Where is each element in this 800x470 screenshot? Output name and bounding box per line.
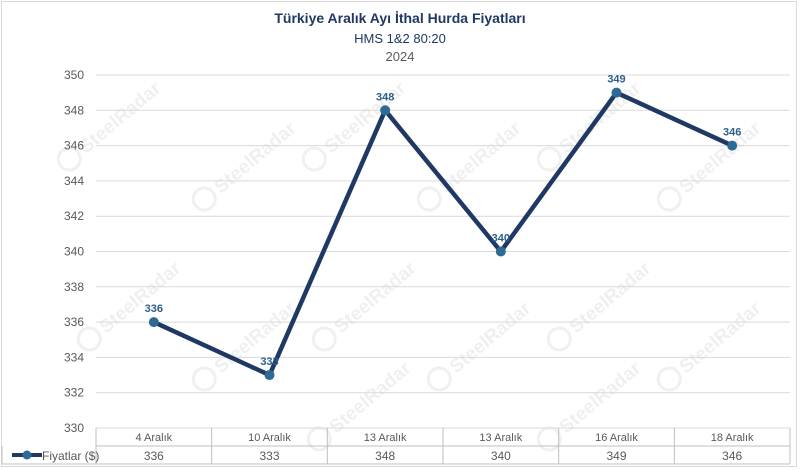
watermark: SteelRadar	[426, 298, 536, 392]
chart-year: 2024	[385, 49, 415, 64]
watermark-text: SteelRadar	[211, 118, 301, 198]
watermark-text: SteelRadar	[556, 358, 646, 438]
data-label: 348	[376, 91, 394, 103]
watermark-text: SteelRadar	[566, 258, 656, 338]
watermark-text: SteelRadar	[446, 298, 536, 378]
table-value-cell: 340	[491, 449, 511, 463]
y-tick-label: 332	[64, 386, 84, 400]
watermark: SteelRadar	[656, 118, 766, 212]
table-value-cell: 348	[375, 449, 395, 463]
watermark-logo	[536, 146, 562, 172]
x-category-label: 13 Aralık	[479, 432, 522, 444]
watermark-logo	[656, 186, 682, 212]
y-tick-label: 348	[64, 103, 84, 117]
y-tick-label: 344	[64, 174, 84, 188]
data-label: 340	[492, 233, 510, 245]
data-point-marker	[611, 87, 622, 98]
watermark-text: SteelRadar	[96, 258, 186, 338]
watermark: SteelRadar	[311, 258, 421, 352]
watermark-logo	[656, 366, 682, 392]
data-label: 346	[723, 127, 741, 139]
y-tick-label: 338	[64, 280, 84, 294]
y-tick-label: 340	[64, 245, 84, 259]
y-axis-ticks: 330 332 334 336 338 340 342 344 346 348 350	[64, 68, 84, 435]
data-table: 4 Aralık 10 Aralık 13 Aralık 13 Aralık 16 Ar…	[1, 428, 791, 465]
data-point-marker	[727, 140, 738, 151]
watermark-logo	[416, 186, 442, 212]
watermark: SteelRadar	[76, 258, 186, 352]
watermark-text: SteelRadar	[331, 258, 421, 338]
y-tick-label: 350	[64, 68, 84, 82]
watermark: SteelRadar	[546, 258, 656, 352]
data-point-marker	[380, 105, 391, 116]
watermark: SteelRadar	[56, 78, 166, 172]
watermark-logo	[301, 146, 327, 172]
table-value-cell: 349	[606, 449, 626, 463]
watermark-text: SteelRadar	[676, 298, 766, 378]
chart-title: Türkiye Aralık Ayı İthal Hurda Fiyatları	[274, 10, 526, 26]
watermark-logo	[426, 366, 452, 392]
watermark-logo	[56, 146, 82, 172]
data-point-marker	[264, 370, 275, 381]
watermark: SteelRadar	[191, 118, 301, 212]
legend-marker-icon	[22, 450, 32, 460]
data-label: 336	[145, 303, 163, 315]
table-value-cell: 333	[259, 449, 279, 463]
x-category-label: 10 Aralık	[248, 432, 291, 444]
watermark-logo	[311, 326, 337, 352]
y-tick-label: 346	[64, 139, 84, 153]
x-category-label: 13 Aralık	[364, 432, 407, 444]
watermark-logo	[546, 326, 572, 352]
watermark-logo	[191, 186, 217, 212]
watermark: SteelRadar	[656, 298, 766, 392]
y-tick-label: 336	[64, 315, 84, 329]
data-point-marker	[148, 317, 159, 328]
table-value-cell: 336	[144, 449, 164, 463]
watermark-text: SteelRadar	[676, 118, 766, 198]
x-category-label: 4 Aralık	[135, 432, 172, 444]
watermark-layer: SteelRadarSteelRadarSteelRadarSteelRadar…	[56, 78, 766, 452]
data-label: 349	[607, 74, 625, 86]
data-point-marker	[495, 246, 506, 257]
y-tick-label: 334	[64, 350, 84, 364]
watermark-logo	[191, 366, 217, 392]
x-category-label: 16 Aralık	[595, 432, 638, 444]
y-tick-label: 342	[64, 209, 84, 223]
x-category-label: 18 Aralık	[711, 432, 754, 444]
series-line-path	[151, 90, 735, 378]
y-tick-label: 330	[64, 421, 84, 435]
chart-subtitle: HMS 1&2 80:20	[354, 31, 446, 46]
data-label: 333	[260, 356, 278, 368]
table-value-cell: 346	[722, 449, 742, 463]
data-labels: 336 333 348 340 349 346	[145, 74, 742, 368]
series-line	[148, 87, 738, 381]
legend-series-name: Fiyatlar ($)	[42, 449, 99, 463]
watermark-text: SteelRadar	[326, 358, 416, 438]
watermark-logo	[76, 326, 102, 352]
